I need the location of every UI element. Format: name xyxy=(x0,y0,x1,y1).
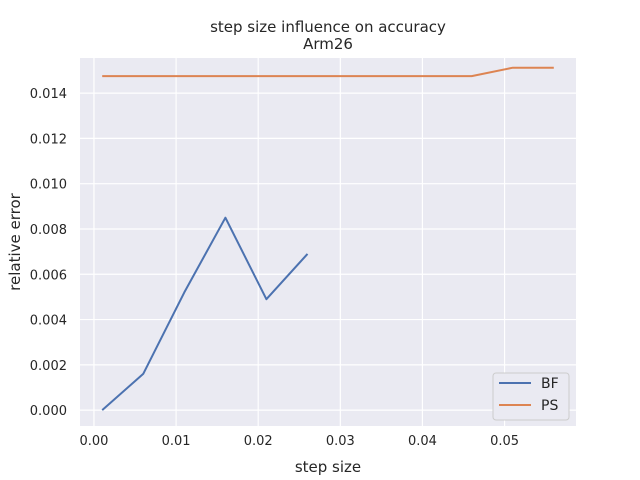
y-tick-label: 0.000 xyxy=(30,404,67,419)
y-tick-label: 0.006 xyxy=(30,268,67,283)
tick-labels: 0.00 0.01 0.02 0.03 0.04 0.05 0.000 0.002 0.004 0… xyxy=(30,87,519,449)
y-tick-label: 0.014 xyxy=(30,87,67,102)
chart-subtitle: Arm26 xyxy=(303,35,353,53)
series-line-ps xyxy=(102,66,554,78)
legend: BF PS xyxy=(492,372,570,421)
x-tick-label: 0.02 xyxy=(244,434,273,449)
x-tick-label: 0.00 xyxy=(79,434,108,449)
x-tick-label: 0.01 xyxy=(162,434,191,449)
series-line-bf xyxy=(101,216,309,411)
chart-title: step size influence on accuracy xyxy=(210,18,446,36)
y-tick-label: 0.004 xyxy=(30,314,67,329)
y-tick-label: 0.008 xyxy=(30,223,67,238)
series-lines xyxy=(101,66,554,411)
y-tick-label: 0.002 xyxy=(30,359,67,374)
x-tick-label: 0.03 xyxy=(326,434,355,449)
legend-label-bf: BF xyxy=(541,376,559,392)
x-tick-label: 0.05 xyxy=(490,434,519,449)
x-tick-label: 0.04 xyxy=(408,434,437,449)
plot-area xyxy=(80,58,576,426)
x-axis-label: step size xyxy=(295,458,361,476)
legend-box xyxy=(492,372,570,421)
legend-label-ps: PS xyxy=(541,398,558,414)
y-tick-label: 0.010 xyxy=(30,178,67,193)
y-axis-label: relative error xyxy=(6,192,24,290)
grid-lines xyxy=(80,58,576,426)
y-tick-label: 0.012 xyxy=(30,132,67,147)
